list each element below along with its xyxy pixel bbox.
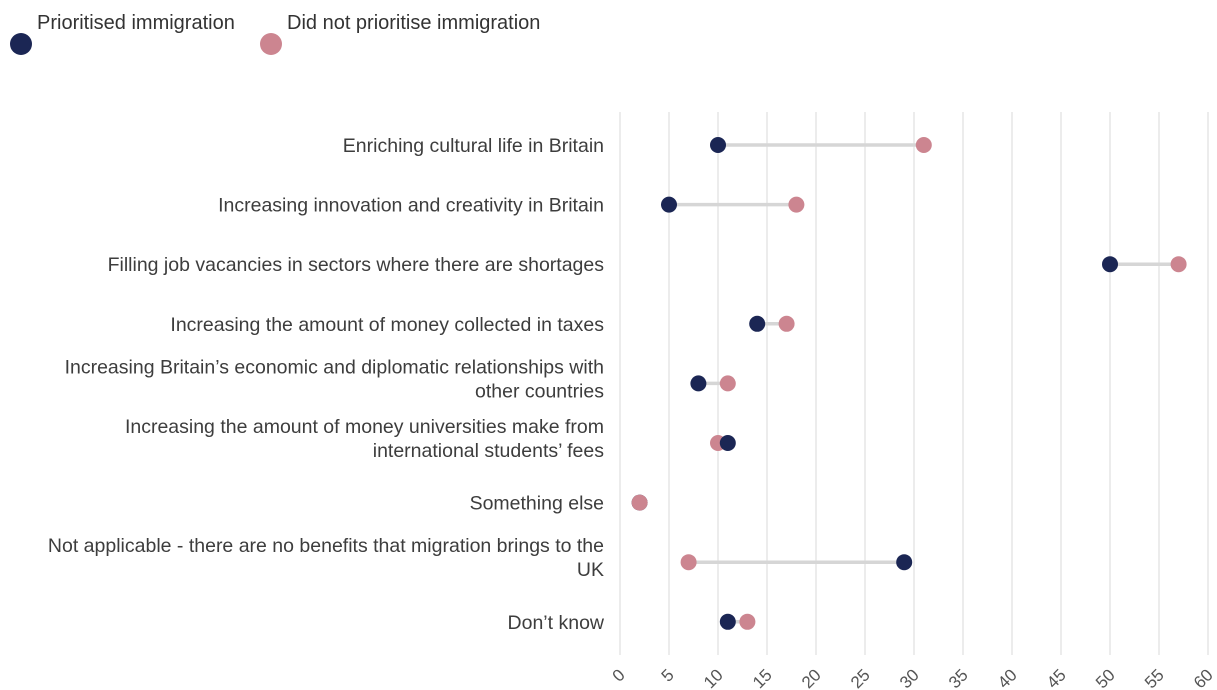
point-0-series-1 xyxy=(915,137,932,153)
category-label-8-0: Don’t know xyxy=(508,612,605,634)
category-label-6-0: Something else xyxy=(470,493,604,515)
point-3-series-1 xyxy=(778,315,795,332)
category-row-0: Enriching cultural life in Britain xyxy=(343,135,932,157)
x-tick-label-20: 20 xyxy=(798,665,825,690)
legend: Prioritised immigration Did not prioritis… xyxy=(10,12,540,55)
legend-label-1: Did not prioritise immigration xyxy=(287,12,540,34)
x-tick-label-35: 35 xyxy=(945,665,972,690)
category-label-7-1: UK xyxy=(577,559,604,581)
category-label-0-0: Enriching cultural life in Britain xyxy=(343,135,604,157)
category-row-3: Increasing the amount of money collected… xyxy=(170,314,795,336)
category-label-3-0: Increasing the amount of money collected… xyxy=(170,314,604,336)
category-rows: Enriching cultural life in Britain Increa… xyxy=(48,135,1187,634)
point-7-series-0 xyxy=(896,554,913,571)
x-tick-label-15: 15 xyxy=(749,665,776,690)
category-label-4-1: other countries xyxy=(475,380,604,402)
category-row-2: Filling job vacancies in sectors where t… xyxy=(108,254,1187,276)
category-row-6: Something else xyxy=(470,493,648,515)
point-8-series-1 xyxy=(739,613,756,630)
point-1-series-1 xyxy=(788,196,805,213)
gridlines xyxy=(619,112,1209,655)
point-6-series-1 xyxy=(631,494,648,511)
legend-label-0: Prioritised immigration xyxy=(37,12,235,34)
x-tick-label-40: 40 xyxy=(994,665,1021,690)
x-tick-label-60: 60 xyxy=(1190,665,1217,690)
x-tick-label-25: 25 xyxy=(847,665,874,690)
point-0-series-0 xyxy=(710,137,726,153)
category-row-4: Increasing Britain’s economic and diplom… xyxy=(65,356,736,402)
point-8-series-0 xyxy=(719,613,736,630)
point-2-series-1 xyxy=(1170,256,1187,273)
point-2-series-0 xyxy=(1102,256,1118,273)
legend-marker-0 xyxy=(10,33,32,55)
x-tick-label-45: 45 xyxy=(1043,665,1070,690)
point-4-series-0 xyxy=(690,375,707,392)
x-axis: 0 5 10 15 20 25 30 35 40 45 50 55 60 xyxy=(609,665,1217,690)
category-row-5: Increasing the amount of money universit… xyxy=(125,416,736,462)
x-tick-label-50: 50 xyxy=(1092,665,1119,690)
x-tick-label-55: 55 xyxy=(1141,665,1168,690)
point-5-series-0 xyxy=(719,435,736,451)
category-row-8: Don’t know xyxy=(508,612,756,634)
category-label-2-0: Filling job vacancies in sectors where t… xyxy=(108,254,605,276)
point-4-series-1 xyxy=(719,375,736,392)
category-label-5-0: Increasing the amount of money universit… xyxy=(125,416,604,438)
point-3-series-0 xyxy=(749,315,766,332)
legend-marker-1 xyxy=(260,33,282,55)
category-row-7: Not applicable - there are no benefits t… xyxy=(48,535,913,581)
x-tick-label-10: 10 xyxy=(700,665,727,690)
point-7-series-1 xyxy=(680,554,697,571)
x-tick-label-5: 5 xyxy=(658,665,678,685)
category-row-1: Increasing innovation and creativity in … xyxy=(218,195,805,217)
category-label-1-0: Increasing innovation and creativity in … xyxy=(218,195,604,217)
category-label-5-1: international students’ fees xyxy=(373,440,605,462)
category-label-7-0: Not applicable - there are no benefits t… xyxy=(48,535,604,557)
category-label-4-0: Increasing Britain’s economic and diplom… xyxy=(65,356,604,378)
x-tick-label-30: 30 xyxy=(896,665,923,690)
x-tick-label-0: 0 xyxy=(609,665,629,685)
point-1-series-0 xyxy=(661,196,677,213)
